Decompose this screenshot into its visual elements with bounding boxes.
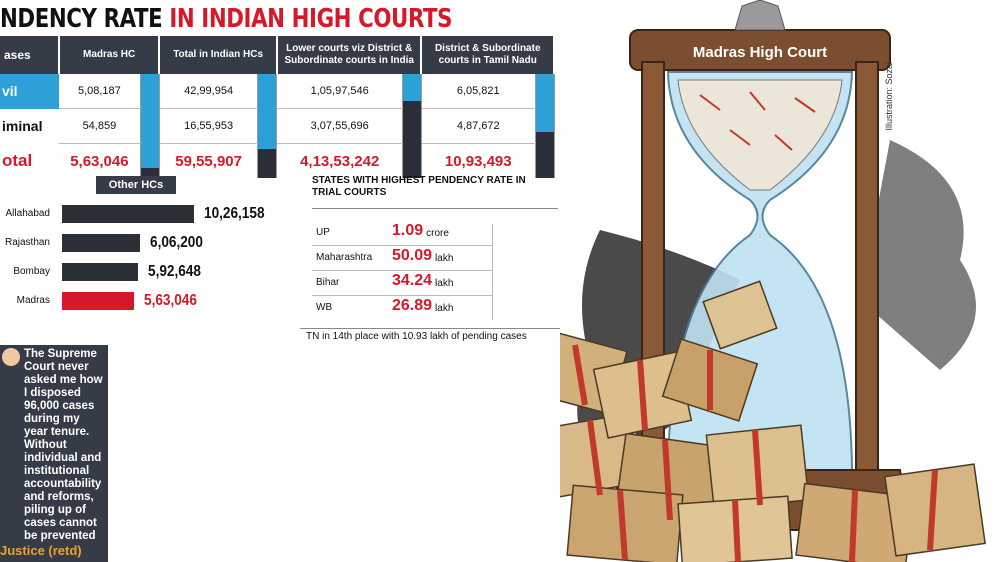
state-value: 50.09 <box>392 247 433 264</box>
quote-icon <box>2 348 20 366</box>
hourglass-sign: Madras High Court <box>693 44 827 61</box>
quote-text: The Supreme Court never asked me how I d… <box>24 348 103 542</box>
bar-segment-criminal <box>535 132 554 178</box>
header-lower-courts-india: Lower courts viz District & Subordinate … <box>276 36 423 74</box>
other-hcs-chart-title: Other HCs <box>96 176 176 194</box>
table-header-row: ases Madras HC Total in Indian HCs Lower… <box>0 36 555 74</box>
cell-civil-madras: 5,08,187 <box>59 74 141 109</box>
state-row-divider <box>312 270 492 271</box>
bar-total-hcs <box>257 74 278 178</box>
bar-segment-civil <box>402 74 421 101</box>
state-name: Bihar <box>316 277 340 288</box>
illustration-credit: Illustration: Sozai <box>884 62 894 131</box>
state-name: WB <box>316 302 333 313</box>
table-row-criminal: iminal 54,859 16,55,953 3,07,55,696 4,87… <box>0 108 554 144</box>
table-row-civil: vil 5,08,187 42,99,954 1,05,97,546 6,05,… <box>0 74 555 178</box>
hc-bar <box>62 234 140 252</box>
hc-label: Rajasthan <box>4 237 50 248</box>
cell-civil-total-hcs: 42,99,954 <box>159 74 259 109</box>
bar-lower-courts <box>402 74 422 178</box>
bar-madras-hc <box>140 74 160 178</box>
table-row-total: otal 5,63,046 59,55,907 4,13,53,242 10,9… <box>0 143 554 178</box>
quote-box <box>0 345 108 562</box>
states-vertical-rule <box>492 224 493 320</box>
row-label-criminal: iminal <box>0 108 59 144</box>
cell-total-madras: 5,63,046 <box>59 143 141 178</box>
bar-segment-criminal <box>140 168 159 178</box>
header-total-indian-hcs: Total in Indian HCs <box>159 36 278 74</box>
row-label-total: otal <box>0 143 59 178</box>
hc-bar <box>62 205 194 223</box>
tn-note: TN in 14th place with 10.93 lakh of pend… <box>306 331 527 342</box>
header-cases: ases <box>0 36 60 74</box>
cell-civil-lower-courts: 1,05,97,546 <box>276 74 403 109</box>
row-label-civil: vil <box>0 74 59 109</box>
state-value: 26.89 <box>392 297 433 314</box>
states-divider <box>312 208 558 209</box>
hc-value: 5,63,046 <box>144 292 197 309</box>
hc-bar <box>62 292 134 310</box>
hc-value: 6,06,200 <box>150 234 203 251</box>
page-title: NDENCY RATE IN INDIAN HIGH COURTS <box>0 4 452 34</box>
quote-author: Justice (retd) <box>0 543 82 558</box>
header-madras-hc: Madras HC <box>59 36 161 74</box>
header-tn-courts: District & Subordinate courts in Tamil N… <box>421 36 555 74</box>
title-part-2: IN INDIAN HIGH COURTS <box>169 4 453 34</box>
states-heading: STATES WITH HIGHEST PENDENCY RATE IN TRI… <box>312 175 526 198</box>
hc-label: Allahabad <box>5 208 50 219</box>
cell-criminal-tn-courts: 4,87,672 <box>421 108 536 144</box>
state-row-divider <box>312 245 492 246</box>
hc-value: 5,92,648 <box>148 263 201 280</box>
cell-total-tn-courts: 10,93,493 <box>421 143 536 178</box>
cell-civil-tn-courts: 6,05,821 <box>421 74 536 109</box>
hc-value: 10,26,158 <box>204 205 265 222</box>
hourglass-illustration: Madras High Court <box>560 0 986 562</box>
cell-total-lower-courts: 4,13,53,242 <box>276 143 403 178</box>
bar-segment-civil <box>535 74 554 132</box>
state-unit: crore <box>426 228 449 239</box>
state-value: 1.09 <box>392 222 424 239</box>
bar-segment-civil <box>140 74 159 168</box>
state-value: 34.24 <box>392 272 433 289</box>
bar-tn-courts <box>535 74 555 178</box>
bar-segment-criminal <box>258 149 277 178</box>
state-row-divider <box>312 295 492 296</box>
hc-label: Bombay <box>13 266 50 277</box>
bar-segment-civil <box>258 74 277 149</box>
bar-segment-criminal <box>402 101 421 178</box>
cell-criminal-lower-courts: 3,07,55,696 <box>276 108 403 144</box>
state-unit: lakh <box>435 278 454 289</box>
state-unit: lakh <box>435 303 454 314</box>
hc-label: Madras <box>16 295 50 306</box>
state-name: UP <box>316 227 330 238</box>
note-divider <box>300 328 560 329</box>
state-name: Maharashtra <box>316 252 373 263</box>
cell-total-total-hcs: 59,55,907 <box>159 143 259 178</box>
pendency-table: ases Madras HC Total in Indian HCs Lower… <box>0 36 555 178</box>
hc-bar <box>62 263 138 281</box>
cell-criminal-madras: 54,859 <box>59 108 141 144</box>
title-part-1: NDENCY RATE <box>0 4 163 34</box>
cell-criminal-total-hcs: 16,55,953 <box>159 108 259 144</box>
state-unit: lakh <box>435 253 454 264</box>
